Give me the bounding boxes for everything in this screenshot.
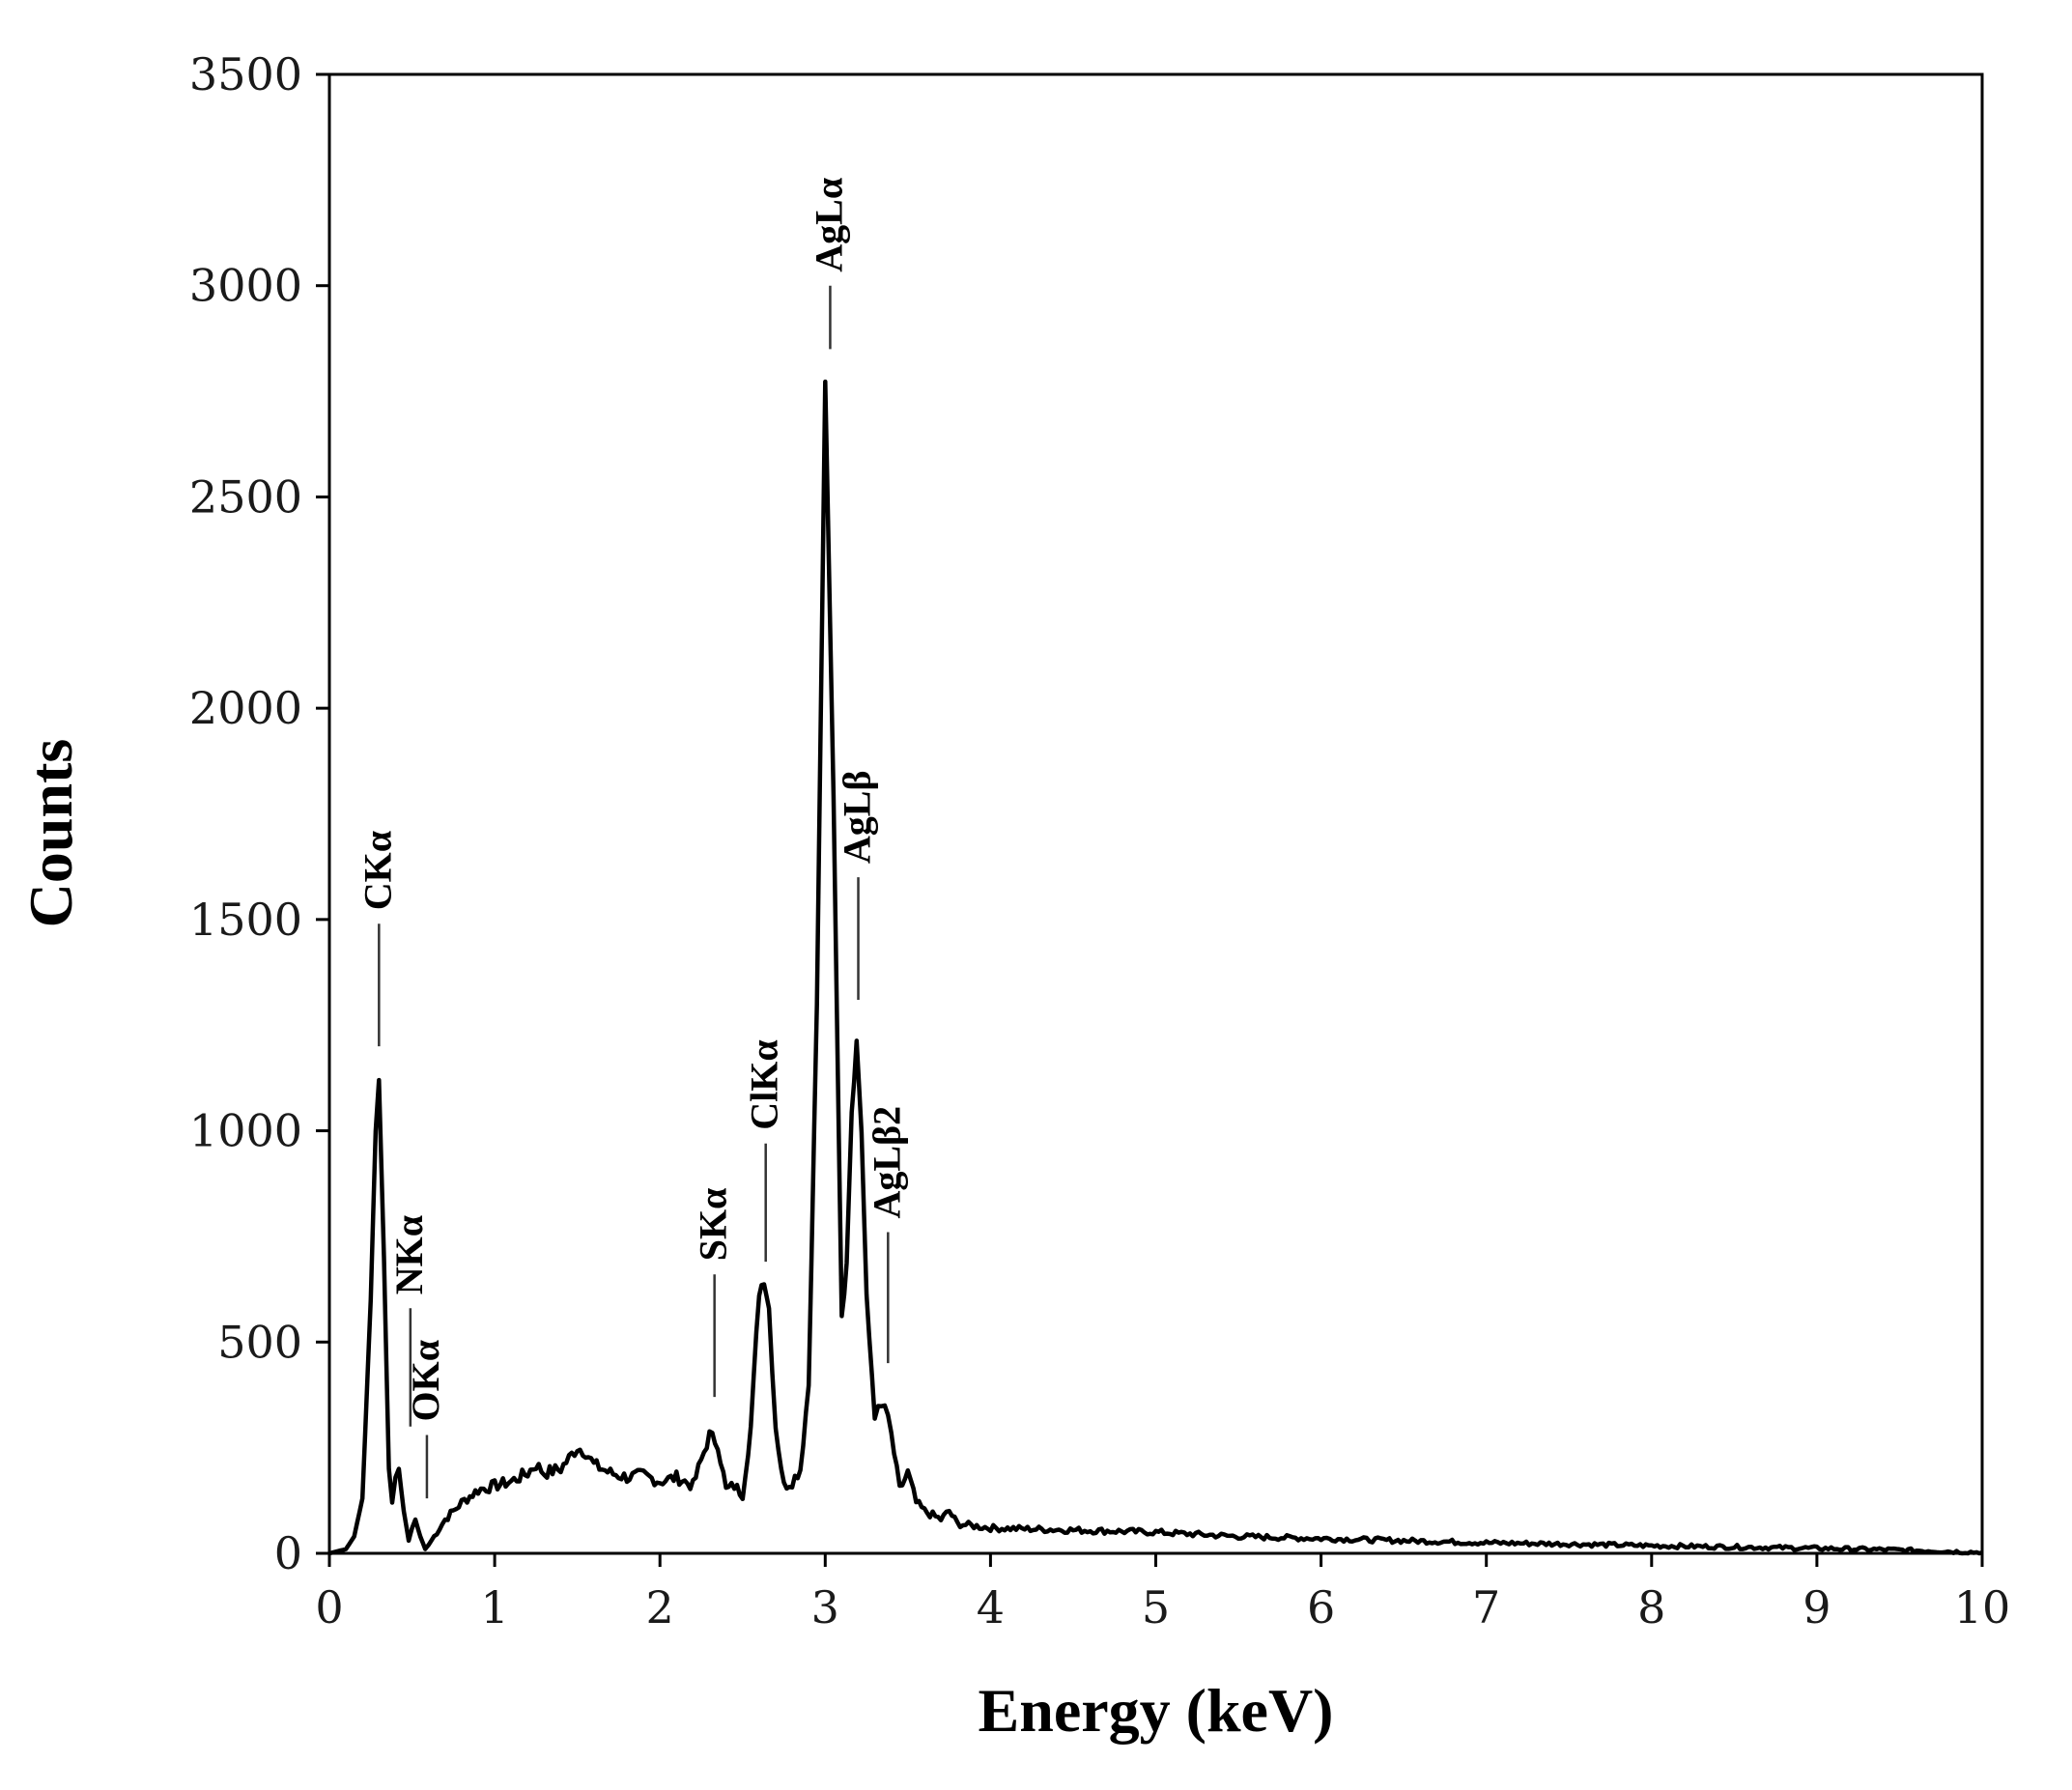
- y-tick-label: 0: [274, 1527, 302, 1579]
- peak-label: ClKα: [743, 1039, 786, 1129]
- x-tick-label: 0: [315, 1581, 343, 1634]
- y-tick-label: 3500: [189, 48, 302, 100]
- x-tick-label: 10: [1954, 1581, 2011, 1634]
- peak-label: AgLβ: [836, 770, 879, 864]
- y-tick-label: 2000: [189, 682, 302, 734]
- y-axis-title: Counts: [16, 739, 85, 928]
- x-tick-label: 9: [1802, 1581, 1831, 1634]
- peak-label: AgLβ2: [865, 1106, 908, 1219]
- y-tick-label: 1000: [189, 1105, 302, 1157]
- peak-label: CKα: [355, 831, 399, 910]
- plot-border: [327, 72, 1984, 1555]
- x-tick-label: 5: [1142, 1581, 1170, 1634]
- peak-label: SKα: [692, 1188, 735, 1262]
- x-tick-label: 8: [1637, 1581, 1665, 1634]
- x-tick-label: 7: [1472, 1581, 1500, 1634]
- plot-frame: [327, 72, 1984, 1555]
- axis-ticks: 0 1 2 3 4 5 6 7 8 9 10 0 500 1000 1500 2000 2500 3000 3500: [189, 48, 2010, 1634]
- x-axis-title: Energy (keV): [979, 1676, 1334, 1745]
- y-tick-label: 1500: [189, 894, 302, 946]
- spectrum-series: [328, 379, 1983, 1556]
- x-tick-label: 6: [1307, 1581, 1335, 1634]
- peak-markers: [378, 285, 890, 1499]
- peak-labels: CKα NKα OKα SKα ClKα AgLα AgLβ AgLβ2: [355, 178, 908, 1422]
- x-tick-label: 2: [646, 1581, 674, 1634]
- y-tick-label: 3000: [189, 260, 302, 312]
- y-tick-label: 500: [217, 1316, 302, 1368]
- peak-label: NKα: [387, 1215, 431, 1294]
- spectrum-line: [328, 379, 1983, 1556]
- y-tick-label: 2500: [189, 470, 302, 523]
- x-tick-label: 4: [977, 1581, 1005, 1634]
- peak-label: OKα: [404, 1340, 447, 1422]
- x-tick-label: 3: [811, 1581, 839, 1634]
- peak-label: AgLα: [807, 178, 850, 272]
- x-tick-label: 1: [480, 1581, 508, 1634]
